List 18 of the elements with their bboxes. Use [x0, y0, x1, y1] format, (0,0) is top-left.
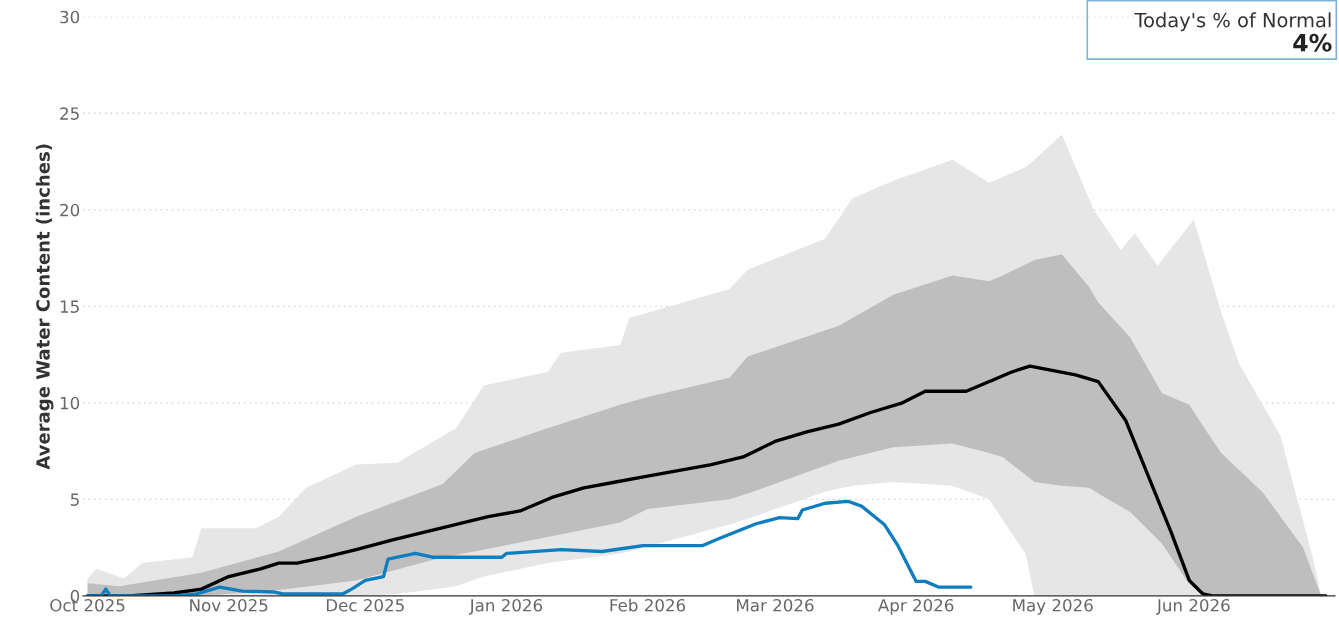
line-series	[85, 499, 973, 596]
y-tick-label: 5	[70, 493, 79, 506]
annotation: Today's % of Normal	[1134, 12, 1331, 32]
x-tick-label: Jun 2026	[1156, 598, 1230, 615]
x-tick-label: Nov 2025	[190, 598, 268, 612]
x-tick-label: Apr 2026	[878, 598, 954, 615]
x-tick-label: Dec 2025	[326, 598, 404, 612]
x-tick-label: Mar 2026	[737, 598, 814, 612]
x-tick-label: May 2026	[1013, 598, 1093, 615]
annotation: 4%	[1293, 33, 1332, 52]
y-tick-label: 25	[60, 107, 79, 120]
y-tick-label: 10	[60, 396, 80, 410]
y-axis-title: Average Water Content (inches)	[35, 144, 54, 470]
x-tick-label: Jan 2026	[468, 598, 543, 615]
y-tick-label: 20	[60, 203, 80, 217]
y-tick-label: 15	[60, 300, 79, 313]
x-tick-label: Feb 2026	[610, 598, 686, 612]
y-tick-label: 30	[60, 10, 80, 24]
